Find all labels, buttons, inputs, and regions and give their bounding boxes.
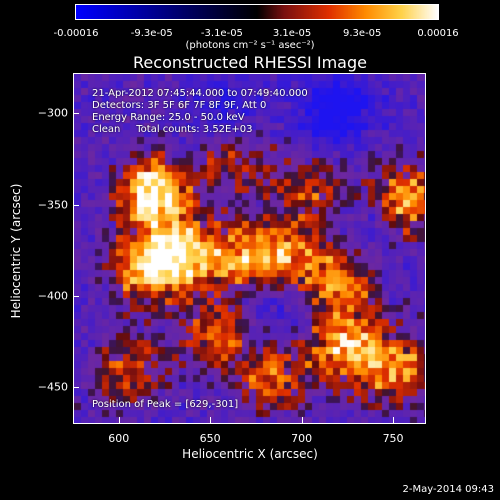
plot-area: 21-Apr-2012 07:45:44.000 to 07:49:40.000… [73,73,426,424]
y-tick-label: −450 [37,380,68,394]
timestamp: 2-May-2014 09:43 [402,484,494,495]
colorbar-unit-label: (photons cm⁻² s⁻¹ asec⁻²) [185,40,315,51]
chart-title: Reconstructed RHESSI Image [133,53,367,72]
y-tick-label: −400 [37,289,68,303]
x-tick-mark [301,417,303,423]
x-tick-label: 700 [291,432,313,445]
x-tick-label: 750 [382,432,404,445]
x-tick-label: 650 [199,432,221,445]
y-tick-label: −300 [37,106,68,120]
info-method-counts: Clean Total counts: 3.52E+03 [92,124,253,135]
y-tick-mark [73,113,79,115]
colorbar-tick-label: -3.1e-05 [200,28,243,39]
y-axis-label: Heliocentric Y (arcsec) [9,183,23,319]
x-tick-label: 600 [108,432,130,445]
x-tick-mark [118,417,120,423]
y-tick-mark [73,204,79,206]
colorbar-tick-label: 0.00016 [417,28,459,39]
x-tick-mark [393,417,395,423]
info-energy-range: Energy Range: 25.0 - 50.0 keV [92,112,245,123]
colorbar-tick-label: 9.3e-05 [343,28,382,39]
heatmap-image [74,74,425,423]
x-tick-mark [210,417,212,423]
x-axis-label: Heliocentric X (arcsec) [182,447,318,461]
info-detectors: Detectors: 3F 5F 6F 7F 8F 9F, Att 0 [92,100,267,111]
y-tick-mark [73,296,79,298]
colorbar [75,4,439,20]
colorbar-tick-label: -0.00016 [53,28,99,39]
y-tick-mark [73,387,79,389]
colorbar-tick-label: -9.3e-05 [130,28,173,39]
y-tick-label: −350 [37,198,68,212]
colorbar-tick-label: 3.1e-05 [272,28,312,39]
peak-position-label: Position of Peak = [629,-301] [92,399,239,410]
info-time-range: 21-Apr-2012 07:45:44.000 to 07:49:40.000 [92,88,308,99]
